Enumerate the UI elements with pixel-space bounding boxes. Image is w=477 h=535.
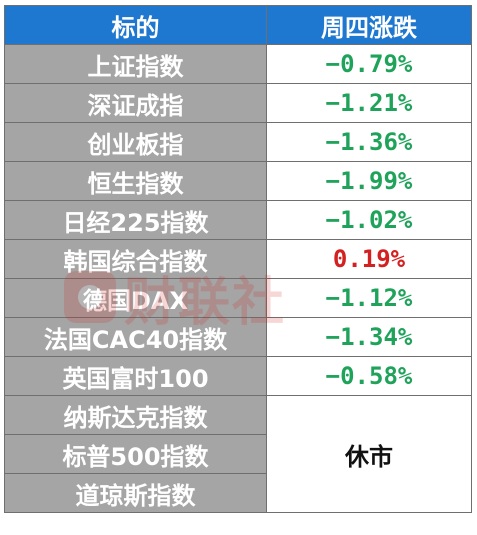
- index-name: 纳斯达克指数: [4, 395, 267, 435]
- index-change: −1.21%: [266, 83, 472, 123]
- index-change: −1.99%: [266, 161, 472, 201]
- header-change: 周四涨跌: [266, 5, 472, 45]
- table-row: 法国CAC40指数 −1.34%: [4, 317, 472, 357]
- index-name: 英国富时100: [4, 356, 267, 396]
- table-row: 上证指数 −0.79%: [4, 44, 472, 84]
- table-row: 创业板指 −1.36%: [4, 122, 472, 162]
- table-row: 德国DAX −1.12%: [4, 278, 472, 318]
- index-change: −0.58%: [266, 356, 472, 396]
- index-change: −1.36%: [266, 122, 472, 162]
- index-name: 上证指数: [4, 44, 267, 84]
- table-row: 深证成指 −1.21%: [4, 83, 472, 123]
- index-name: 韩国综合指数: [4, 239, 267, 279]
- market-closed-label: 休市: [266, 395, 472, 513]
- table-row: 英国富时100 −0.58%: [4, 356, 472, 396]
- index-name: 创业板指: [4, 122, 267, 162]
- index-change: 0.19%: [266, 239, 472, 279]
- index-name: 道琼斯指数: [4, 473, 267, 513]
- index-name: 日经225指数: [4, 200, 267, 240]
- header-row: 标的 周四涨跌: [4, 5, 472, 45]
- index-name: 恒生指数: [4, 161, 267, 201]
- table-row: 韩国综合指数 0.19%: [4, 239, 472, 279]
- header-name: 标的: [4, 5, 267, 45]
- table-row: 道琼斯指数: [4, 473, 472, 513]
- index-change: −1.02%: [266, 200, 472, 240]
- index-change: −1.34%: [266, 317, 472, 357]
- index-name: 德国DAX: [4, 278, 267, 318]
- index-name: 法国CAC40指数: [4, 317, 267, 357]
- table-row: 恒生指数 −1.99%: [4, 161, 472, 201]
- index-name: 深证成指: [4, 83, 267, 123]
- table-row: 纳斯达克指数 休市: [4, 395, 472, 513]
- table-row: 日经225指数 −1.02%: [4, 200, 472, 240]
- index-change: −0.79%: [266, 44, 472, 84]
- index-name: 标普500指数: [4, 434, 267, 474]
- index-change-table: 标的 周四涨跌 上证指数 −0.79% 深证成指 −1.21% 创业板指 −1.…: [4, 5, 472, 513]
- table-row: 标普500指数: [4, 434, 472, 474]
- index-change: −1.12%: [266, 278, 472, 318]
